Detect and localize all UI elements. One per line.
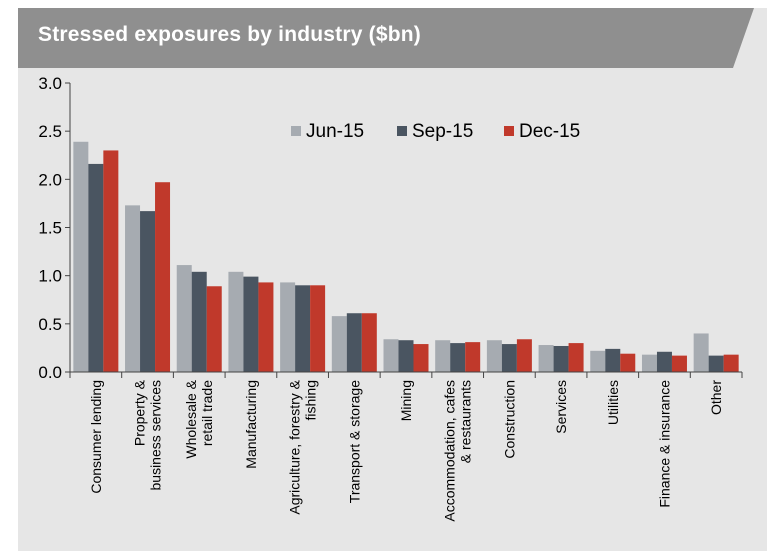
y-tick-label: 0.5	[38, 315, 62, 334]
x-tick-label-line: Consumer lending	[88, 380, 104, 494]
legend-label-dec-15: Dec-15	[519, 121, 580, 142]
bar-jun-15-4	[280, 282, 296, 372]
x-tick-label-line: business services	[148, 380, 164, 491]
y-tick-label: 1.0	[38, 267, 62, 286]
x-tick-label-line: Services	[553, 380, 569, 434]
x-tick-label: Consumer lending	[88, 380, 104, 494]
y-tick-label: 1.5	[38, 219, 62, 238]
bar-jun-15-8	[486, 340, 502, 372]
x-tick-label-line: Manufacturing	[243, 380, 259, 469]
x-tick-label-line: retail trade	[199, 380, 215, 446]
y-tick-label: 2.0	[38, 170, 62, 189]
bar-sep-15-4	[295, 285, 311, 372]
bar-jun-15-6	[383, 339, 399, 372]
bar-sep-15-10	[605, 348, 621, 372]
bar-jun-15-1	[125, 205, 141, 372]
x-tick-label: Mining	[398, 380, 414, 421]
bar-jun-15-3	[228, 271, 244, 372]
y-tick-label: 2.5	[38, 122, 62, 141]
bar-dec-15-4	[310, 285, 326, 372]
bar-jun-15-0	[73, 141, 89, 372]
header-background	[18, 8, 754, 68]
bar-dec-15-1	[155, 182, 171, 372]
bar-jun-15-5	[331, 316, 347, 372]
bar-jun-15-2	[176, 265, 192, 372]
x-tick-label-line: & restaurants	[458, 380, 474, 463]
x-tick-label: Transport & storage	[346, 380, 362, 503]
bar-dec-15-2	[206, 286, 222, 372]
x-tick-label: Other	[708, 380, 724, 415]
x-tick-label: Agriculture, forestry & fishing	[287, 379, 319, 514]
bar-dec-15-12	[723, 354, 739, 372]
bar-sep-15-11	[656, 351, 672, 372]
bar-dec-15-3	[258, 282, 274, 372]
bar-jun-15-10	[590, 350, 606, 372]
x-tick-label-line: Construction	[501, 380, 517, 459]
legend-swatch-dec-15	[504, 126, 514, 136]
x-tick-label-line: Wholesale &	[183, 379, 199, 458]
x-tick-label: Services	[553, 380, 569, 434]
x-tick-label-line: Utilities	[605, 380, 621, 425]
x-tick-label: Property & business services	[132, 379, 164, 490]
legend-label-sep-15: Sep-15	[412, 121, 473, 142]
x-tick-label: Wholesale & retail trade	[183, 379, 215, 458]
y-tick-label: 3.0	[38, 74, 62, 93]
bar-jun-15-7	[435, 340, 451, 372]
chart-title: Stressed exposures by industry ($bn)	[38, 23, 421, 46]
bar-jun-15-9	[538, 345, 554, 372]
chart-header: Stressed exposures by industry ($bn)	[18, 8, 767, 68]
x-tick-label: Utilities	[605, 380, 621, 425]
bar-sep-15-1	[140, 211, 156, 372]
legend-swatch-jun-15	[291, 126, 301, 136]
bar-sep-15-8	[501, 344, 517, 372]
x-tick-label: Manufacturing	[243, 380, 259, 469]
bar-dec-15-7	[465, 342, 481, 372]
bar-dec-15-9	[568, 343, 584, 372]
legend-swatch-sep-15	[397, 126, 407, 136]
bar-dec-15-11	[671, 355, 687, 372]
bar-dec-15-10	[620, 353, 636, 372]
bar-sep-15-9	[553, 345, 569, 372]
x-tick-label-line: Finance & insurance	[656, 380, 672, 508]
x-tick-label-line: fishing	[303, 380, 319, 420]
bar-dec-15-0	[103, 150, 119, 372]
x-tick-label-line: Agriculture, forestry &	[287, 379, 303, 514]
x-tick-label-line: Property &	[132, 379, 148, 446]
bar-sep-15-12	[708, 355, 724, 372]
bar-sep-15-6	[398, 340, 414, 372]
bar-sep-15-7	[450, 343, 466, 372]
y-tick-label: 0.0	[38, 363, 62, 382]
bar-dec-15-6	[413, 344, 429, 372]
x-tick-label: Accommodation, cafes & restaurants	[442, 380, 474, 522]
bar-jun-15-11	[641, 354, 657, 372]
x-tick-label: Finance & insurance	[656, 380, 672, 508]
x-tick-label-line: Transport & storage	[346, 380, 362, 503]
x-tick-label: Construction	[501, 380, 517, 459]
bar-jun-15-12	[693, 333, 709, 372]
bar-sep-15-0	[88, 163, 104, 372]
legend-label-jun-15: Jun-15	[306, 121, 364, 142]
bar-sep-15-5	[346, 313, 362, 372]
x-tick-label-line: Other	[708, 380, 724, 415]
x-tick-label-line: Accommodation, cafes	[442, 380, 458, 522]
bar-sep-15-2	[191, 271, 207, 372]
x-tick-label-line: Mining	[398, 380, 414, 421]
bar-sep-15-3	[243, 276, 259, 372]
bar-dec-15-8	[516, 339, 532, 372]
bar-dec-15-5	[361, 313, 377, 372]
